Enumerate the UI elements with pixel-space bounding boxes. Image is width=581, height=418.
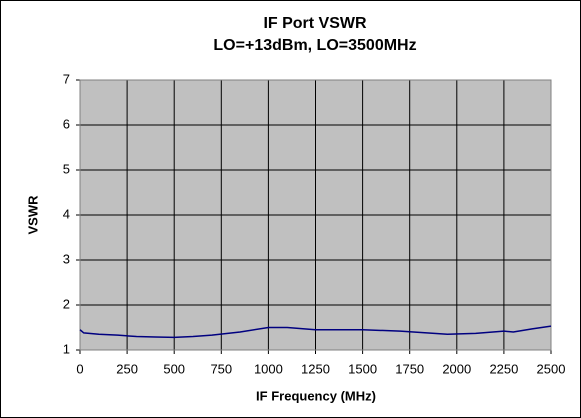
y-tick-label: 7 xyxy=(63,71,70,86)
data-line xyxy=(79,325,552,339)
chart-subtitle: LO=+13dBm, LO=3500MHz xyxy=(213,37,416,54)
y-tick-label: 5 xyxy=(63,161,70,176)
x-tick-label: 1500 xyxy=(348,361,377,376)
x-tick-label: 2500 xyxy=(537,361,566,376)
x-tick-label: 0 xyxy=(76,361,83,376)
y-axis-label: VSWR xyxy=(25,195,40,235)
x-tick-label: 2000 xyxy=(442,361,471,376)
x-tick-label: 1000 xyxy=(254,361,283,376)
y-tick-label: 3 xyxy=(63,251,70,266)
x-tick-label: 750 xyxy=(210,361,232,376)
x-tick-label: 2250 xyxy=(489,361,518,376)
plot-border xyxy=(79,79,552,351)
y-tick-label: 6 xyxy=(63,116,70,131)
x-tick-label: 500 xyxy=(163,361,185,376)
y-tick-label: 1 xyxy=(63,341,70,356)
x-tick-label: 1250 xyxy=(301,361,330,376)
x-tick-label: 1750 xyxy=(395,361,424,376)
chart-title: IF Port VSWR xyxy=(263,15,367,32)
x-axis-label: IF Frequency (MHz) xyxy=(256,388,376,403)
y-tick-label: 4 xyxy=(63,206,70,221)
y-tick-label: 2 xyxy=(63,296,70,311)
x-tick-label: 250 xyxy=(116,361,138,376)
